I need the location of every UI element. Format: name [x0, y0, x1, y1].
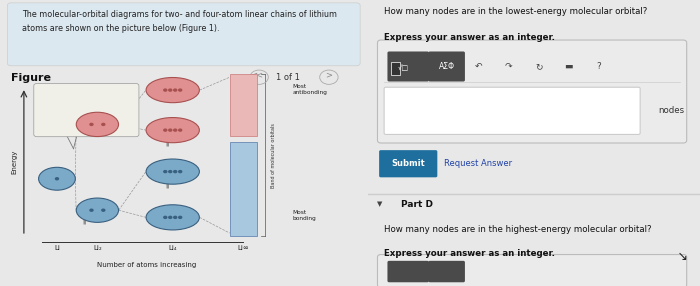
Ellipse shape — [76, 112, 118, 137]
Circle shape — [173, 170, 177, 173]
Text: Most
bonding: Most bonding — [292, 210, 316, 221]
Text: ▬: ▬ — [564, 62, 573, 71]
Circle shape — [101, 123, 106, 126]
Text: <: < — [250, 70, 258, 80]
Text: >: > — [326, 70, 332, 79]
FancyBboxPatch shape — [377, 40, 687, 143]
Circle shape — [90, 123, 94, 126]
Text: Express your answer as an integer.: Express your answer as an integer. — [384, 33, 555, 42]
Text: Energy: Energy — [12, 149, 18, 174]
Text: ↖: ↖ — [675, 247, 685, 260]
Circle shape — [168, 128, 172, 132]
FancyBboxPatch shape — [391, 62, 400, 75]
Circle shape — [178, 216, 183, 219]
Text: Empty MOs: Empty MOs — [241, 91, 246, 119]
Text: Submit: Submit — [391, 159, 426, 168]
Text: The molecular-orbital diagrams for two- and four-atom linear chains of lithium: The molecular-orbital diagrams for two- … — [22, 10, 337, 19]
Text: 1 of 1: 1 of 1 — [276, 73, 300, 82]
Text: ΑΣΦ: ΑΣΦ — [439, 62, 454, 71]
Bar — [230, 142, 258, 236]
Text: Filled MOs: Filled MOs — [241, 176, 246, 201]
Text: ↶: ↶ — [475, 62, 482, 71]
Circle shape — [178, 128, 183, 132]
Text: ?: ? — [596, 62, 601, 71]
Circle shape — [173, 88, 177, 92]
Text: How many nodes are in the lowest-energy molecular orbital?: How many nodes are in the lowest-energy … — [384, 7, 648, 16]
Text: ||: || — [46, 182, 50, 187]
Text: ↷: ↷ — [505, 62, 512, 71]
Text: <: < — [256, 70, 262, 79]
Text: Express your answer as an integer.: Express your answer as an integer. — [384, 249, 555, 258]
Circle shape — [168, 216, 172, 219]
Circle shape — [163, 216, 167, 219]
Ellipse shape — [38, 167, 76, 190]
Ellipse shape — [146, 78, 199, 103]
FancyBboxPatch shape — [428, 261, 465, 282]
Ellipse shape — [146, 159, 199, 184]
Text: Band of molecular orbitals: Band of molecular orbitals — [272, 123, 276, 188]
FancyBboxPatch shape — [428, 51, 465, 82]
Text: √□: √□ — [398, 64, 409, 71]
Circle shape — [101, 208, 106, 212]
Text: Request Answer: Request Answer — [444, 159, 512, 168]
Text: Li: Li — [54, 245, 60, 251]
Text: Li₂: Li₂ — [93, 245, 102, 251]
Circle shape — [55, 177, 60, 180]
FancyBboxPatch shape — [388, 261, 429, 282]
Circle shape — [163, 88, 167, 92]
FancyBboxPatch shape — [384, 87, 640, 134]
Circle shape — [168, 170, 172, 173]
Circle shape — [173, 128, 177, 132]
FancyBboxPatch shape — [377, 255, 687, 286]
FancyBboxPatch shape — [34, 84, 139, 137]
Text: ||: || — [82, 218, 86, 224]
Circle shape — [90, 208, 94, 212]
FancyBboxPatch shape — [7, 3, 360, 66]
Text: Li₄: Li₄ — [169, 245, 177, 251]
Text: Number of atoms increasing: Number of atoms increasing — [97, 262, 197, 268]
Text: ↻: ↻ — [535, 62, 542, 71]
Ellipse shape — [146, 118, 199, 143]
FancyBboxPatch shape — [379, 150, 438, 177]
Text: How many nodes are in the highest-energy molecular orbital?: How many nodes are in the highest-energy… — [384, 225, 652, 233]
Text: Most
antibonding: Most antibonding — [292, 84, 327, 95]
Text: Part D: Part D — [400, 200, 433, 209]
Text: nodes: nodes — [659, 106, 685, 115]
Ellipse shape — [76, 198, 118, 223]
Circle shape — [178, 170, 183, 173]
Ellipse shape — [146, 205, 199, 230]
Circle shape — [168, 88, 172, 92]
Circle shape — [163, 128, 167, 132]
FancyBboxPatch shape — [388, 51, 429, 82]
Circle shape — [163, 170, 167, 173]
Circle shape — [173, 216, 177, 219]
Text: Li∞: Li∞ — [237, 245, 249, 251]
Text: atoms are shown on the picture below (Figure 1).: atoms are shown on the picture below (Fi… — [22, 24, 220, 33]
Circle shape — [178, 88, 183, 92]
Text: ||: || — [165, 182, 169, 188]
Text: Figure: Figure — [11, 73, 51, 83]
Text: ||: || — [165, 140, 169, 146]
Bar — [230, 74, 258, 136]
Text: Remember, dots represent
nuclei and half-arrows
represent electrons.: Remember, dots represent nuclei and half… — [42, 87, 116, 106]
Text: ▼: ▼ — [377, 201, 383, 207]
